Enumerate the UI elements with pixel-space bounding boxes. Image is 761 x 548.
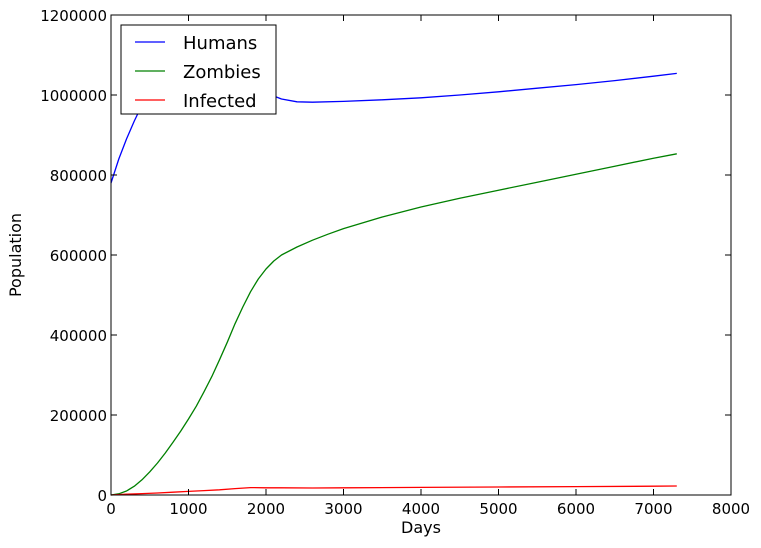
y-tick-label: 600000 xyxy=(50,247,107,265)
x-tick-label: 6000 xyxy=(557,500,595,518)
y-tick-label: 200000 xyxy=(50,407,107,425)
x-tick-label: 3000 xyxy=(324,500,362,518)
x-axis-label: Days xyxy=(401,518,441,537)
x-tick-label: 2000 xyxy=(247,500,285,518)
legend-label-humans: Humans xyxy=(183,33,257,54)
series-line-zombies xyxy=(110,153,677,496)
y-tick-label: 1000000 xyxy=(40,87,107,105)
legend-label-infected: Infected xyxy=(183,91,257,112)
x-tick-label: 4000 xyxy=(402,500,440,518)
y-tick-label: 1200000 xyxy=(40,7,107,25)
ticks-layer: 0 1000 2000 3000 4000 5000 6000 7000 8000 0 200000… xyxy=(40,7,750,518)
x-tick-label: 1000 xyxy=(169,500,207,518)
x-tick-label: 7000 xyxy=(634,500,672,518)
series-line-infected xyxy=(110,485,677,496)
legend: Humans Zombies Infected xyxy=(120,24,277,115)
y-tick-label: 400000 xyxy=(50,327,107,345)
legend-box xyxy=(120,24,277,115)
x-tick-label: 0 xyxy=(106,500,116,518)
y-tick-label: 0 xyxy=(97,487,107,505)
y-tick-label: 800000 xyxy=(50,167,107,185)
y-axis-label: Population xyxy=(6,213,25,297)
x-tick-label: 8000 xyxy=(712,500,750,518)
legend-label-zombies: Zombies xyxy=(183,62,261,83)
x-tick-label: 5000 xyxy=(479,500,517,518)
